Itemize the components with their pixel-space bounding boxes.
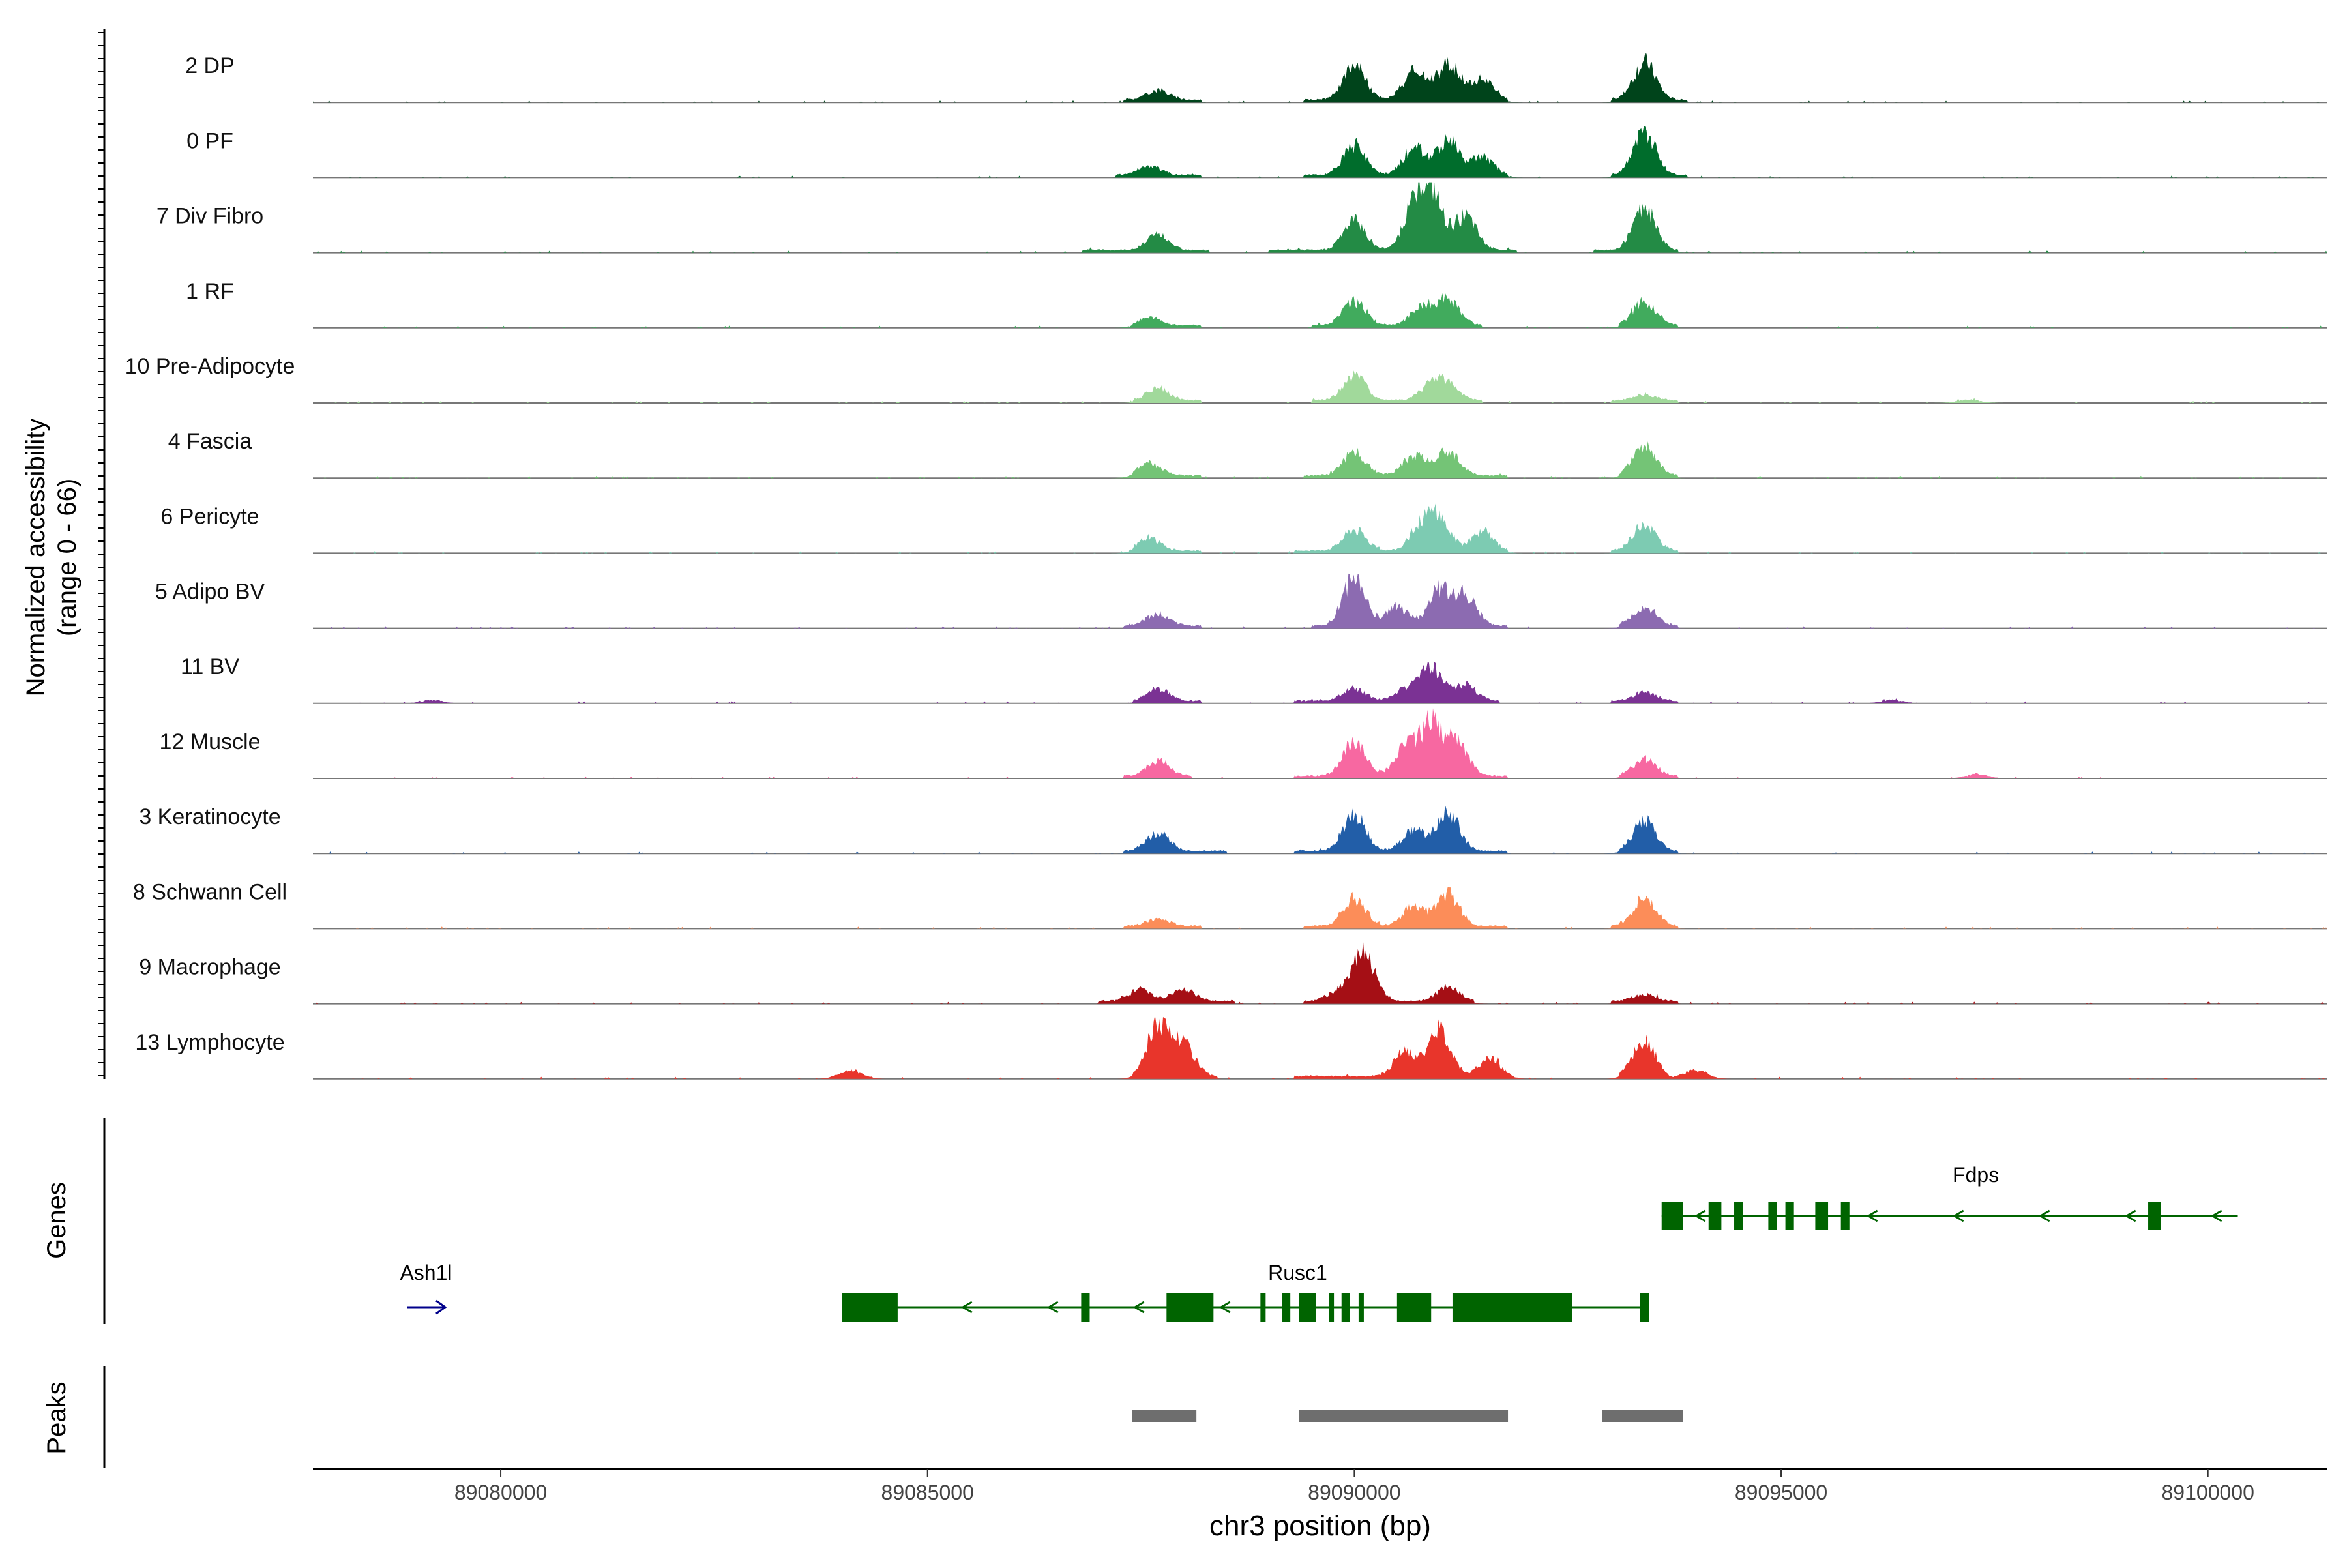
coverage-track-label: 9 Macrophage — [139, 955, 280, 980]
y-axis-title-line2: (range 0 - 66) — [53, 479, 81, 636]
coverage-track-label: 12 Muscle — [160, 730, 261, 754]
gene-exon — [1299, 1293, 1316, 1322]
coverage-track-label: 13 Lymphocyte — [135, 1030, 284, 1055]
coverage-track: 2 DP — [185, 53, 2327, 103]
y-axis-title-line1: Normalized accessibility — [22, 419, 50, 697]
coverage-track: 1 RF — [186, 279, 2327, 328]
coverage-track: 3 Keratinocyte — [139, 805, 2327, 853]
coverage-track: 0 PF — [186, 126, 2327, 177]
coverage-area — [313, 370, 2327, 403]
coverage-track-label: 1 RF — [186, 279, 234, 304]
x-axis-ticks: 89080000 89085000 89090000 89095000 89100000 — [454, 1469, 2254, 1504]
x-axis-title: chr3 position (bp) — [1209, 1510, 1431, 1542]
gene-annotation-track: Fdps Rusc1 Ash1l — [400, 1163, 2237, 1322]
coverage-track-label: 6 Pericyte — [160, 504, 259, 529]
gene-exon — [1662, 1202, 1683, 1230]
coverage-area — [313, 503, 2327, 554]
gene-label: Fdps — [1953, 1163, 1999, 1187]
coverage-area — [313, 574, 2327, 629]
coverage-track: 7 Div Fibro — [156, 183, 2327, 253]
coverage-area — [313, 941, 2327, 1004]
gene-model: Ash1l — [400, 1261, 452, 1314]
coverage-area — [313, 887, 2327, 928]
gene-exon — [1329, 1293, 1334, 1322]
chart-figure: Normalized accessibility (range 0 - 66) … — [0, 0, 2347, 1565]
peaks-track-label: Peaks — [42, 1382, 71, 1454]
coverage-track: 11 BV — [181, 655, 2327, 703]
peak-region-bar — [1132, 1410, 1196, 1422]
coverage-area — [313, 1015, 2327, 1079]
coverage-track-label: 5 Adipo BV — [155, 580, 265, 604]
x-axis-tick-label: 89090000 — [1308, 1481, 1400, 1504]
peak-region-bar — [1602, 1410, 1683, 1422]
coverage-area — [313, 293, 2327, 328]
coverage-track-label: 11 BV — [181, 655, 239, 679]
coverage-track-label: 4 Fascia — [168, 429, 252, 454]
coverage-track: 9 Macrophage — [139, 941, 2327, 1004]
gene-exon — [1786, 1202, 1794, 1230]
genes-track-label: Genes — [42, 1182, 71, 1259]
coverage-track: 12 Muscle — [160, 708, 2327, 778]
coverage-tracks: 2 DP 0 PF 7 Div Fibro 1 RF 10 Pre-Adipocyte 4… — [125, 53, 2327, 1079]
coverage-track: 10 Pre-Adipocyte — [125, 354, 2327, 403]
gene-exon — [1282, 1293, 1290, 1322]
coverage-area — [313, 183, 2327, 253]
gene-exon — [1397, 1293, 1431, 1322]
gene-model: Rusc1 — [842, 1261, 1649, 1322]
coverage-area — [313, 53, 2327, 103]
gene-exon — [1841, 1202, 1850, 1230]
coverage-area — [313, 708, 2327, 778]
coverage-track-label: 8 Schwann Cell — [133, 880, 287, 904]
coverage-track: 6 Pericyte — [160, 503, 2327, 554]
genome-track-plot: Normalized accessibility (range 0 - 66) … — [0, 0, 2347, 1565]
gene-model: Fdps — [1662, 1163, 2238, 1230]
coverage-track: 4 Fascia — [168, 429, 2327, 478]
coverage-area — [313, 441, 2327, 478]
gene-exon — [1640, 1293, 1649, 1322]
peak-region-bar — [1299, 1410, 1508, 1422]
coverage-area — [313, 662, 2327, 703]
gene-exon — [1768, 1202, 1777, 1230]
gene-label: Ash1l — [400, 1261, 452, 1284]
x-axis-tick-label: 89100000 — [2162, 1481, 2254, 1504]
x-axis-tick-label: 89095000 — [1735, 1481, 1827, 1504]
gene-exon — [1260, 1293, 1265, 1322]
peak-regions-track — [1132, 1410, 1683, 1422]
gene-label: Rusc1 — [1268, 1261, 1327, 1284]
coverage-area — [313, 805, 2327, 853]
coverage-track: 13 Lymphocyte — [135, 1015, 2327, 1079]
coverage-track-label: 10 Pre-Adipocyte — [125, 354, 295, 379]
x-axis-tick-label: 89080000 — [454, 1481, 547, 1504]
gene-exon — [1359, 1293, 1364, 1322]
coverage-track: 5 Adipo BV — [155, 574, 2327, 629]
x-axis-tick-label: 89085000 — [881, 1481, 974, 1504]
gene-exon — [2148, 1202, 2161, 1230]
gene-exon — [1734, 1202, 1743, 1230]
gene-exon — [1342, 1293, 1350, 1322]
coverage-track: 8 Schwann Cell — [133, 880, 2327, 928]
gene-exon — [842, 1293, 898, 1322]
coverage-track-label: 2 DP — [185, 53, 235, 78]
coverage-track-label: 7 Div Fibro — [156, 204, 263, 229]
coverage-track-label: 3 Keratinocyte — [139, 805, 280, 829]
gene-exon — [1709, 1202, 1722, 1230]
coverage-y-axis-ticks — [98, 33, 104, 1076]
coverage-area — [313, 126, 2327, 177]
gene-exon — [1081, 1293, 1089, 1322]
gene-exon — [1166, 1293, 1213, 1322]
coverage-track-label: 0 PF — [186, 128, 233, 153]
gene-exon — [1815, 1202, 1828, 1230]
gene-exon — [1453, 1293, 1572, 1322]
